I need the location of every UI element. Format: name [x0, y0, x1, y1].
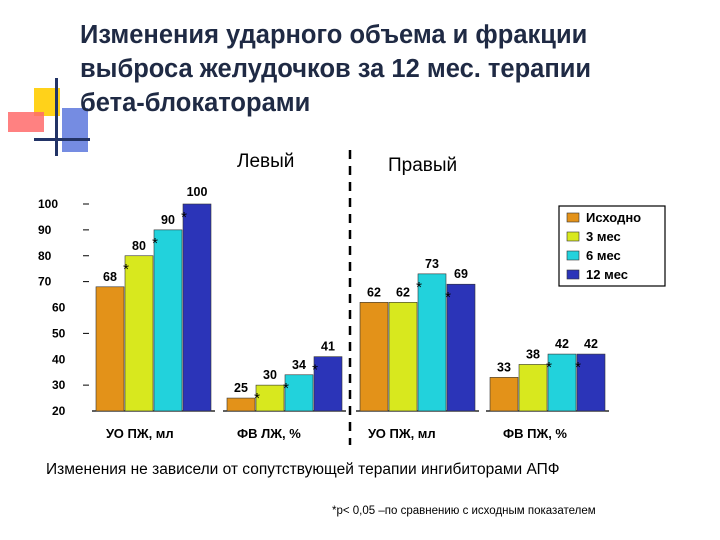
data-label: 41 [321, 340, 335, 354]
data-label: 80 [132, 239, 146, 253]
data-label: 38 [526, 347, 540, 361]
y-tick-label: 40 [52, 352, 66, 366]
legend-label: 3 мес [586, 229, 621, 244]
y-tick-label: 60 [52, 301, 66, 315]
data-label: 68 [103, 270, 117, 284]
slide-decoration [0, 0, 90, 160]
bar [489, 377, 519, 412]
significance-marker: * [254, 390, 260, 407]
category-labels: УО ПЖ, мл ФВ ЛЖ, % УО ПЖ, мл ФВ ПЖ, % [106, 426, 567, 441]
significance-marker: * [181, 209, 187, 226]
section-label-right: Правый [388, 155, 457, 176]
bar [417, 273, 447, 412]
significance-marker: * [152, 235, 158, 252]
y-tick-label: 70 [38, 275, 52, 289]
significance-marker: * [312, 362, 318, 379]
category-label: ФВ ПЖ, % [503, 426, 567, 441]
bar [518, 364, 548, 412]
bar [576, 353, 606, 412]
y-tick-label: 90 [38, 223, 52, 237]
category-label: УО ПЖ, мл [106, 426, 174, 441]
decor-line-horizontal [34, 138, 90, 141]
bar [446, 283, 476, 412]
data-label: 33 [497, 360, 511, 374]
legend-label: Исходно [586, 210, 641, 225]
y-tick-label: 100 [38, 197, 58, 211]
significance-marker: * [123, 261, 129, 278]
footnote-text: *p< 0,05 –по сравнению с исходным показа… [332, 505, 596, 517]
slide-title: Изменения ударного объема и фракции выбр… [80, 21, 592, 117]
significance-marker: * [416, 279, 422, 296]
section-label-left: Левый [237, 151, 294, 172]
y-tick-label: 20 [52, 404, 66, 418]
legend-swatch [566, 212, 580, 223]
bar [95, 286, 125, 412]
significance-marker: * [445, 289, 451, 306]
bar [153, 229, 183, 412]
legend-label: 12 мес [586, 267, 628, 282]
decor-line-vertical [55, 78, 58, 156]
decor-square-blue [62, 108, 88, 152]
category-label: ФВ ЛЖ, % [237, 426, 301, 441]
legend-swatch [566, 250, 580, 261]
data-label: 34 [292, 358, 306, 372]
bar [255, 384, 285, 412]
data-label: 25 [234, 381, 248, 395]
bar [226, 397, 256, 412]
data-label: 90 [161, 213, 175, 227]
category-label: УО ПЖ, мл [368, 426, 436, 441]
y-tick-label: 80 [38, 249, 52, 263]
bar [124, 255, 154, 412]
legend-label: 6 мес [586, 248, 621, 263]
bar [547, 353, 577, 412]
bar [182, 203, 212, 412]
bar [284, 374, 314, 412]
significance-marker: * [283, 380, 289, 397]
legend: Исходно 3 мес 6 мес 12 мес [558, 205, 666, 287]
data-label: 62 [396, 285, 410, 299]
data-label: 100 [187, 185, 208, 199]
data-label: 42 [584, 337, 598, 351]
data-label: 69 [454, 267, 468, 281]
data-label: 30 [263, 368, 277, 382]
significance-marker: * [546, 359, 552, 376]
bar [359, 302, 389, 412]
data-label: 73 [425, 257, 439, 271]
legend-swatch [566, 269, 580, 280]
data-label: 42 [555, 337, 569, 351]
legend-swatch [566, 231, 580, 242]
y-tick-label: 30 [52, 378, 66, 392]
decor-square-red [8, 112, 44, 132]
note-text: Изменения не зависели от сопутствующей т… [46, 461, 560, 478]
significance-marker: * [575, 359, 581, 376]
data-label: 62 [367, 285, 381, 299]
bar [313, 356, 343, 412]
y-tick-label: 50 [52, 326, 66, 340]
bar [388, 302, 418, 412]
